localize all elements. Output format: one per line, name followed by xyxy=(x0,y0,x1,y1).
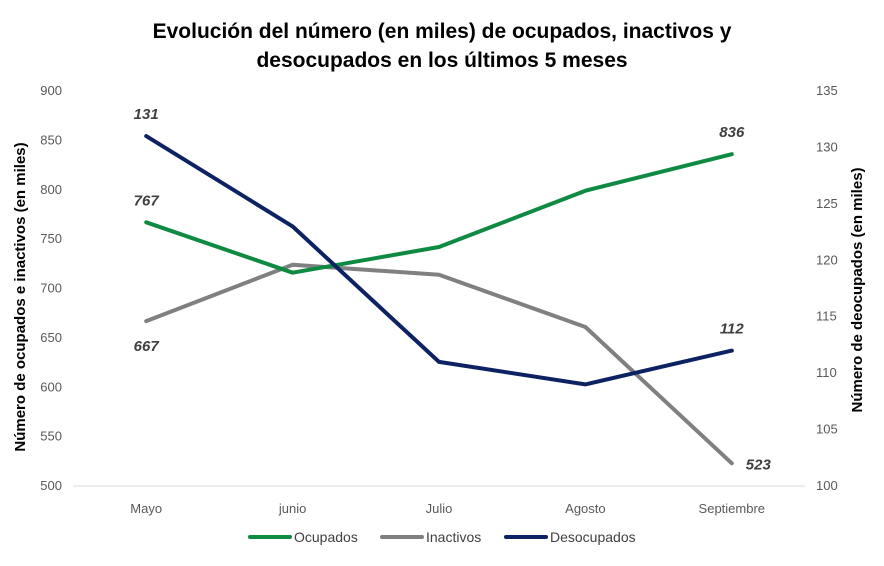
right-tick-label: 130 xyxy=(816,139,838,154)
left-axis-title: Número de ocupados e inactivos (en miles… xyxy=(12,142,29,451)
right-tick-label: 135 xyxy=(816,83,838,98)
data-label: 767 xyxy=(134,192,160,209)
x-tick-label: Agosto xyxy=(565,501,605,516)
data-label: 523 xyxy=(746,456,772,473)
right-tick-label: 105 xyxy=(816,422,838,437)
chart-title-line-1: Evolución del número (en miles) de ocupa… xyxy=(153,20,732,43)
series-line-ocupados xyxy=(144,152,734,275)
x-axis-ticks: Mayo junio Julio Agosto Septiembre xyxy=(130,501,765,516)
chart-title-line-2: desocupados en los últimos 5 meses xyxy=(256,49,627,72)
data-labels: 131 767 667 836 112 523 xyxy=(134,106,772,473)
x-tick-label: Julio xyxy=(426,501,453,516)
left-tick-label: 900 xyxy=(40,83,62,98)
x-tick-label: Septiembre xyxy=(699,501,765,516)
left-tick-label: 700 xyxy=(40,281,62,296)
left-tick-label: 650 xyxy=(40,330,62,345)
right-axis-title: Número de deocupados (en miles) xyxy=(849,167,866,412)
left-tick-label: 850 xyxy=(40,132,62,147)
series-lines xyxy=(144,134,734,466)
legend-label-inactivos: Inactivos xyxy=(426,529,481,545)
data-label: 131 xyxy=(134,106,159,123)
left-tick-label: 600 xyxy=(40,379,62,394)
left-axis-ticks: 500 550 600 650 700 750 800 850 900 xyxy=(40,83,62,493)
left-tick-label: 550 xyxy=(40,429,62,444)
right-tick-label: 115 xyxy=(816,309,837,324)
right-tick-label: 100 xyxy=(816,478,838,493)
right-tick-label: 125 xyxy=(816,196,838,211)
legend: Ocupados Inactivos Desocupados xyxy=(248,529,636,545)
right-tick-label: 110 xyxy=(816,365,837,380)
data-label: 112 xyxy=(720,321,745,338)
left-tick-label: 750 xyxy=(40,231,62,246)
left-tick-label: 800 xyxy=(40,182,62,197)
x-tick-label: junio xyxy=(278,501,306,516)
right-axis-ticks: 100 105 110 115 120 125 130 135 xyxy=(816,83,838,493)
right-tick-label: 120 xyxy=(816,252,838,267)
x-tick-label: Mayo xyxy=(130,501,162,516)
legend-label-ocupados: Ocupados xyxy=(294,529,358,545)
data-label: 836 xyxy=(719,124,745,141)
data-label: 667 xyxy=(134,338,160,355)
left-tick-label: 500 xyxy=(40,478,62,493)
series-line-inactivos xyxy=(144,262,734,466)
series-line-desocupados xyxy=(144,134,734,387)
legend-label-desocupados: Desocupados xyxy=(550,529,636,545)
